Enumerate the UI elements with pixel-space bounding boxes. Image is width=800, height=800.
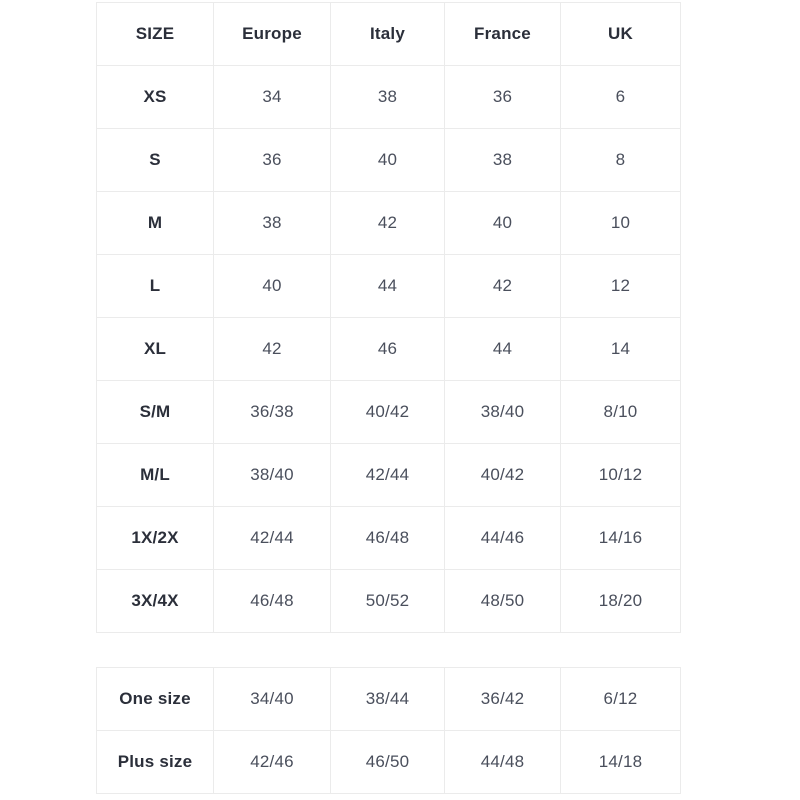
table-row: M 38 42 40 10 [96,191,681,255]
cell-italy: 50/52 [330,569,445,633]
table-row: S/M 36/38 40/42 38/40 8/10 [96,380,681,444]
cell-france: 44 [444,317,561,381]
primary-table-body: XS 34 38 36 6 S 36 40 38 8 M 38 42 [96,65,681,633]
cell-europe: 38 [213,191,331,255]
cell-italy: 46/50 [330,730,445,794]
table-row: L 40 44 42 12 [96,254,681,318]
column-header-europe: Europe [213,2,331,66]
cell-france: 42 [444,254,561,318]
row-label: One size [96,667,214,731]
table-row: S 36 40 38 8 [96,128,681,192]
cell-uk: 12 [560,254,681,318]
cell-france: 38 [444,128,561,192]
secondary-size-table-container: One size 34/40 38/44 36/42 6/12 Plus siz… [96,667,681,794]
cell-france: 44/46 [444,506,561,570]
cell-italy: 42 [330,191,445,255]
table-row: 3X/4X 46/48 50/52 48/50 18/20 [96,569,681,633]
column-header-italy: Italy [330,2,445,66]
table-row: Plus size 42/46 46/50 44/48 14/18 [96,730,681,794]
cell-uk: 10 [560,191,681,255]
cell-france: 40/42 [444,443,561,507]
cell-france: 44/48 [444,730,561,794]
row-label: 1X/2X [96,506,214,570]
column-header-uk: UK [560,2,681,66]
row-label: XL [96,317,214,381]
cell-europe: 36/38 [213,380,331,444]
row-label: Plus size [96,730,214,794]
row-label: XS [96,65,214,129]
cell-italy: 44 [330,254,445,318]
cell-italy: 38/44 [330,667,445,731]
cell-europe: 46/48 [213,569,331,633]
cell-france: 36/42 [444,667,561,731]
table-row: One size 34/40 38/44 36/42 6/12 [96,667,681,731]
row-label: 3X/4X [96,569,214,633]
cell-europe: 40 [213,254,331,318]
row-label: S/M [96,380,214,444]
cell-italy: 40/42 [330,380,445,444]
primary-size-table-container: SIZE Europe Italy France UK XS 34 38 36 … [96,2,681,633]
cell-italy: 42/44 [330,443,445,507]
cell-uk: 14 [560,317,681,381]
cell-italy: 46 [330,317,445,381]
row-label: M/L [96,443,214,507]
cell-uk: 6 [560,65,681,129]
secondary-table-body: One size 34/40 38/44 36/42 6/12 Plus siz… [96,667,681,794]
cell-france: 36 [444,65,561,129]
cell-europe: 38/40 [213,443,331,507]
cell-europe: 34 [213,65,331,129]
column-header-size: SIZE [96,2,214,66]
cell-europe: 42/44 [213,506,331,570]
column-header-france: France [444,2,561,66]
cell-uk: 18/20 [560,569,681,633]
cell-uk: 8 [560,128,681,192]
cell-italy: 40 [330,128,445,192]
cell-uk: 14/16 [560,506,681,570]
primary-table-header: SIZE Europe Italy France UK [96,2,681,66]
primary-size-table: SIZE Europe Italy France UK XS 34 38 36 … [96,2,681,633]
cell-europe: 42 [213,317,331,381]
cell-france: 48/50 [444,569,561,633]
secondary-size-table: One size 34/40 38/44 36/42 6/12 Plus siz… [96,667,681,794]
table-row: XL 42 46 44 14 [96,317,681,381]
cell-europe: 42/46 [213,730,331,794]
cell-italy: 46/48 [330,506,445,570]
cell-france: 38/40 [444,380,561,444]
table-row: M/L 38/40 42/44 40/42 10/12 [96,443,681,507]
cell-italy: 38 [330,65,445,129]
cell-uk: 10/12 [560,443,681,507]
table-row: 1X/2X 42/44 46/48 44/46 14/16 [96,506,681,570]
cell-uk: 14/18 [560,730,681,794]
cell-france: 40 [444,191,561,255]
cell-europe: 36 [213,128,331,192]
row-label: S [96,128,214,192]
cell-uk: 6/12 [560,667,681,731]
row-label: L [96,254,214,318]
cell-europe: 34/40 [213,667,331,731]
table-row: XS 34 38 36 6 [96,65,681,129]
table-header-row: SIZE Europe Italy France UK [96,2,681,66]
cell-uk: 8/10 [560,380,681,444]
row-label: M [96,191,214,255]
